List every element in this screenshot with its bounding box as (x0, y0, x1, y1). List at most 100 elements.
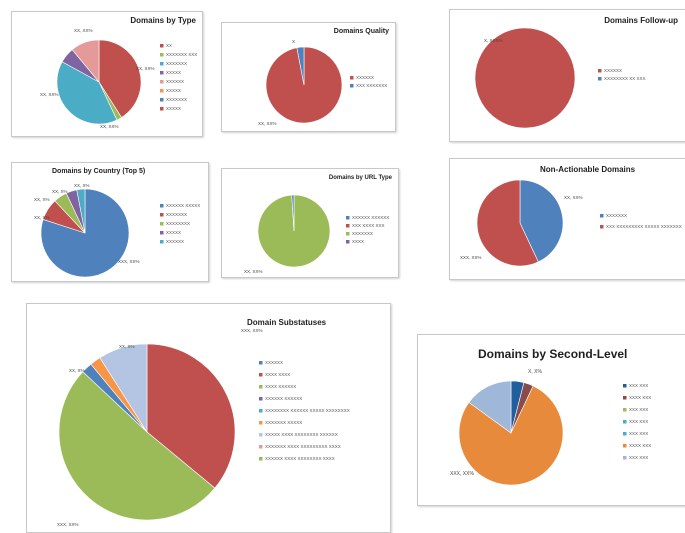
chart-title: Domains by Second-Level (478, 347, 628, 361)
legend-label: XXXXX (166, 88, 181, 93)
data-label: XX, XX% (74, 28, 93, 33)
legend-swatch (160, 204, 164, 208)
legend-swatch (160, 107, 164, 111)
pie-slice (56, 61, 118, 125)
chart-domains-by-url-type: Domains by URL Type XX, XX% XXXXXX XXXXXX… (221, 168, 399, 278)
chart-domain-substatuses: Domain Substatuses XXX, XX% XXX, XX% XX, X… (26, 303, 391, 533)
chart-title: Domains by Country (Top 5) (52, 168, 146, 175)
chart-svg: XX, XX% XXX, XX% XXXXXXX XXX XXXXXXXXX XXXX… (460, 179, 682, 267)
legend-swatch (623, 444, 627, 448)
data-label: XX, XX% (564, 195, 583, 200)
pie-slice (296, 46, 305, 86)
legend-swatch (346, 224, 350, 228)
chart-title: Domains Quality (333, 28, 389, 35)
data-label: XX, X% (52, 189, 68, 194)
legend-label: XXXXXX (356, 75, 374, 80)
legend-swatch (600, 225, 604, 229)
chart-svg: XXX, XX% XXX, XX% XX, X% XX, X% XXXXXX XXXX X… (57, 328, 350, 527)
pie-slice (519, 179, 564, 263)
legend-label: XXXXXXXX (166, 221, 190, 226)
legend-label: XXXXXX XXXXXX (352, 215, 389, 220)
legend-swatch (600, 214, 604, 218)
data-label: XX, X% (74, 183, 90, 188)
legend-swatch (160, 89, 164, 93)
legend-swatch (259, 457, 263, 461)
legend-label: XXXXXXXX XXXXXX XXXXX XXXXXXXX (265, 408, 350, 413)
legend-swatch (160, 53, 164, 57)
data-label: XXX, XX% (118, 259, 140, 264)
chart-svg: XX, XX%XXXXXX XXXXXXXXX XXXX XXXXXXXXXXX… (244, 194, 389, 274)
legend-label: XXXX XXX (629, 395, 651, 400)
legend-swatch (160, 62, 164, 66)
legend-label: XXX XXXX XXX (352, 223, 385, 228)
chart-domains-by-second-level: Domains by Second-Level X, X% XXX, XX% XXX… (417, 334, 685, 506)
legend-swatch (623, 408, 627, 412)
data-label: X, XXX% (484, 38, 503, 43)
legend-label: XXX XXX (629, 431, 648, 436)
legend-label: XXXXXX (166, 79, 184, 84)
legend-swatch (160, 44, 164, 48)
legend-swatch (346, 240, 350, 244)
data-label: XX, X% (34, 215, 50, 220)
legend-swatch (350, 84, 354, 88)
legend-swatch (259, 397, 263, 401)
legend-swatch (623, 420, 627, 424)
data-label: XXX, XX% (450, 471, 474, 477)
legend-label: XXXX (352, 239, 364, 244)
legend-swatch (160, 71, 164, 75)
data-label: XXX, XX% (460, 255, 482, 260)
legend-swatch (623, 456, 627, 460)
pie-slice (58, 371, 216, 521)
data-label: XX, XX% (40, 92, 59, 97)
legend-swatch (598, 69, 602, 73)
data-label: XXX, XX% (57, 522, 79, 527)
legend-label: XXXXX (166, 230, 181, 235)
legend-swatch (350, 76, 354, 80)
legend-swatch (259, 385, 263, 389)
legend-swatch (598, 77, 602, 81)
legend-swatch (259, 445, 263, 449)
chart-title: Non-Actionable Domains (540, 165, 636, 174)
legend-swatch (623, 384, 627, 388)
legend-label: XXXX XXXX (265, 372, 290, 377)
legend-label: XXXXXX (604, 68, 622, 73)
legend-label: XXX XXXXXXXXX XXXXX XXXXXXX (606, 224, 682, 229)
legend-label: XXXX XXX (629, 443, 651, 448)
chart-svg: X, XXX% XXXXXX XXXXXXXX XX XXX (474, 27, 646, 129)
pie-slice (71, 39, 100, 83)
data-label: XX, XX% (244, 269, 263, 274)
data-label: XXX, XX% (241, 328, 263, 333)
chart-domains-follow-up: Domains Follow-up X, XXX% XXXXXX XXXXXXXX … (449, 9, 685, 142)
pie-slice (476, 179, 539, 267)
legend-swatch (346, 216, 350, 220)
data-label: XX, X% (119, 344, 135, 349)
legend-label: XXXXXXX (166, 61, 187, 66)
pie-slice (146, 343, 236, 489)
legend-swatch (259, 373, 263, 377)
pie-slice (76, 188, 86, 234)
chart-non-actionable-domains: Non-Actionable Domains XX, XX% XXX, XX% XX… (449, 158, 685, 280)
data-label: XX, XX% (100, 124, 119, 129)
legend-label: XXXXXX (166, 239, 184, 244)
legend-label: XXXXXXXX XX XXX (604, 76, 646, 81)
data-label: XX, X% (34, 197, 50, 202)
legend-label: XX (166, 43, 172, 48)
chart-title: Domains Follow-up (604, 16, 678, 25)
data-label: X (292, 39, 295, 44)
legend-label: XXXXXXX (166, 212, 187, 217)
legend-swatch (259, 421, 263, 425)
legend-label: XXX XXX (629, 407, 648, 412)
pie-slice (458, 385, 564, 486)
chart-svg: XXX, XX%XX, X%XX, X%XX, X%XX, X%XXXXXX X… (34, 183, 200, 278)
legend-swatch (346, 232, 350, 236)
legend-swatch (623, 432, 627, 436)
data-label: XX, X% (69, 368, 85, 373)
legend-label: XXXXX (166, 106, 181, 111)
pie-slice (99, 343, 148, 434)
chart-title: Domain Substatuses (247, 318, 327, 327)
legend-label: XXXXXXX XXXXX (265, 420, 302, 425)
legend-label: XXXXXXX XXXX XXXXXXXXX XXXX (265, 444, 341, 449)
legend-swatch (160, 222, 164, 226)
legend-label: XXXXXXX (166, 97, 187, 102)
